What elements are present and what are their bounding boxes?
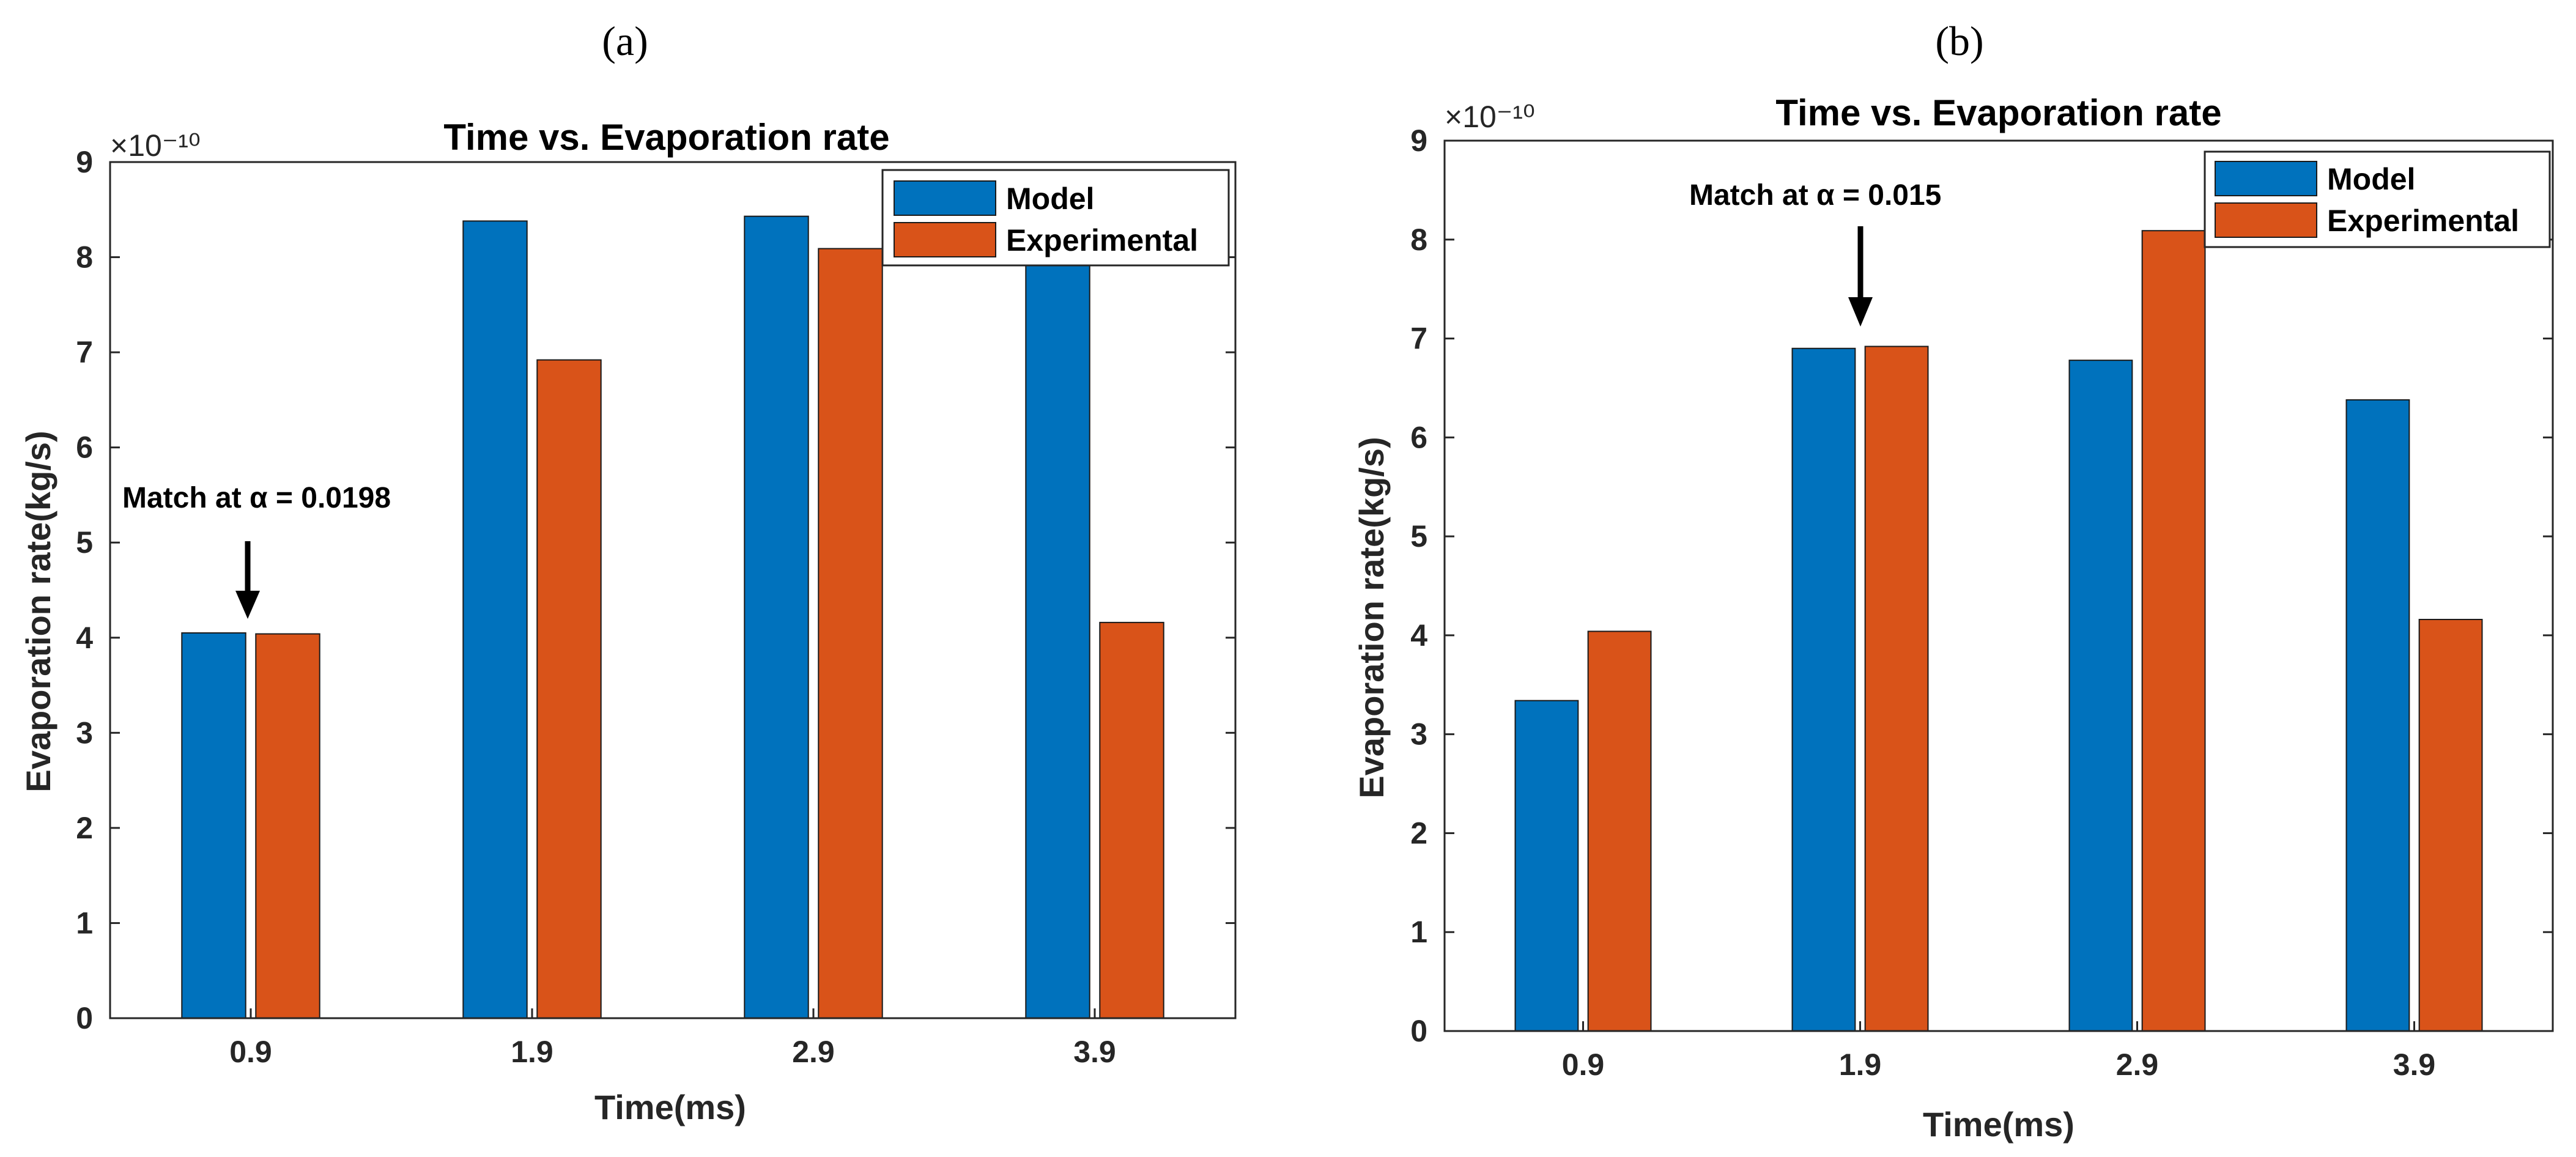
panel-b-bar-experimental-0-9: [1587, 630, 1652, 1032]
panel-b-exponent-label: ×10⁻¹⁰: [1445, 100, 1535, 134]
panel-b-axes-box: [1443, 139, 2554, 1032]
panel-a-xtick-label: 2.9: [792, 1035, 835, 1069]
panel-b-ytick-label: 5: [1410, 519, 1427, 553]
panel-a-ytick-label: 7: [76, 335, 93, 369]
panel-a-bar-model-3-9: [1025, 247, 1090, 1019]
panel-a-ytick-label: 9: [76, 145, 93, 179]
panel-b-annotation-arrow: [1848, 226, 1873, 327]
panel-a-legend-swatch-experimental: [894, 222, 996, 257]
panel-a-ytick-label: 8: [76, 240, 93, 275]
panel-a-legend-label-experimental: Experimental: [1006, 223, 1198, 257]
panel-a-label: (a): [602, 18, 648, 64]
panel-a-annotation-arrow: [235, 541, 260, 619]
panel-b-xtick-label: 0.9: [1562, 1048, 1605, 1082]
panel-a-xtick-label: 3.9: [1073, 1035, 1116, 1069]
panel-b-ytick-label: 2: [1410, 816, 1427, 850]
panel-b-ytick-label: 6: [1410, 420, 1427, 454]
panel-b-bar-experimental-2-9: [2141, 230, 2206, 1032]
panel-b-legend-swatch-experimental: [2215, 202, 2317, 238]
panel-a-ytick-label: 3: [76, 715, 93, 750]
panel-b-xtick-label: 1.9: [1839, 1048, 1882, 1082]
panel-a-bar-experimental-2-9: [818, 248, 883, 1019]
panel-b-ytick-label: 4: [1410, 618, 1427, 652]
panel-a-xtick-label: 0.9: [229, 1035, 272, 1069]
panel-a-ytick-label: 5: [76, 525, 93, 560]
panel-a-bar-experimental-1-9: [536, 359, 602, 1019]
panel-b-bar-model-0-9: [1514, 700, 1579, 1032]
panel-a-ytick-label: 2: [76, 811, 93, 845]
panel-b-legend-label-experimental: Experimental: [2327, 204, 2519, 238]
panel-b-legend-label-model: Model: [2327, 162, 2415, 196]
panel-b-bar-experimental-1-9: [1864, 346, 1929, 1032]
panel-a-ytick-label: 6: [76, 431, 93, 465]
panel-b-plot-area: 0 1 2 3 4 5 6 7 8 9 0.9 1.9 2.9 3.9: [1410, 124, 2553, 1082]
panel-b-legend: Model Experimental: [2204, 150, 2551, 248]
panel-b-chart-title: Time vs. Evaporation rate: [1775, 92, 2221, 133]
panel-a-bar-experimental-0-9: [255, 633, 320, 1019]
panel-b-ytick-label: 1: [1410, 915, 1427, 949]
panel-a: (a) Time vs. Evaporation rate ×10⁻¹⁰ Eva…: [19, 18, 1237, 1126]
panel-b-annotation: Match at α = 0.015: [1689, 179, 1941, 212]
panel-a-legend: Model Experimental: [881, 169, 1230, 267]
panel-a-bar-model-1-9: [462, 220, 528, 1019]
panel-b-xtick-label: 2.9: [2116, 1048, 2159, 1082]
panel-a-bar-model-2-9: [744, 215, 809, 1019]
panel-a-ytick-label: 4: [76, 621, 93, 655]
panel-b-ytick-label: 9: [1410, 124, 1427, 158]
panel-a-legend-label-model: Model: [1006, 182, 1094, 216]
panel-b: (b) Time vs. Evaporation rate ×10⁻¹⁰ Eva…: [1352, 18, 2554, 1144]
panel-b-ytick-label: 0: [1410, 1014, 1427, 1048]
panel-a-ylabel: Evaporation rate(kg/s): [19, 431, 57, 792]
panel-b-ytick-label: 3: [1410, 717, 1427, 752]
panel-b-bar-model-3-9: [2345, 399, 2410, 1032]
panel-b-ytick-label: 7: [1410, 322, 1427, 356]
panel-a-exponent-label: ×10⁻¹⁰: [110, 128, 201, 163]
panel-b-ytick-label: 8: [1410, 223, 1427, 257]
panel-b-xtick-label: 3.9: [2393, 1048, 2436, 1082]
panel-a-ytick-label: 0: [76, 1001, 93, 1035]
panel-a-plot-area: 0 1 2 3 4 5 6 7 8 9 0.9 1.9 2.9 3.9: [76, 145, 1235, 1069]
panel-a-chart-title: Time vs. Evaporation rate: [443, 117, 889, 158]
panel-b-bar-experimental-3-9: [2418, 619, 2483, 1032]
panel-b-ylabel: Evaporation rate(kg/s): [1352, 437, 1391, 798]
panel-a-legend-swatch-model: [894, 180, 996, 216]
panel-a-bar-experimental-3-9: [1099, 621, 1164, 1019]
panel-b-bar-model-1-9: [1791, 347, 1856, 1032]
panel-a-xtick-label: 1.9: [511, 1035, 553, 1069]
panel-b-bar-model-2-9: [2068, 360, 2133, 1032]
panel-b-legend-swatch-model: [2215, 161, 2317, 196]
panel-a-axes-box: [109, 161, 1237, 1019]
panel-a-annotation: Match at α = 0.0198: [122, 482, 391, 514]
panel-a-bar-model-0-9: [181, 632, 246, 1019]
panel-a-xlabel: Time(ms): [594, 1088, 746, 1126]
panel-b-xlabel: Time(ms): [1923, 1105, 2074, 1144]
panel-b-label: (b): [1935, 18, 1983, 64]
panel-a-ytick-label: 1: [76, 906, 93, 940]
